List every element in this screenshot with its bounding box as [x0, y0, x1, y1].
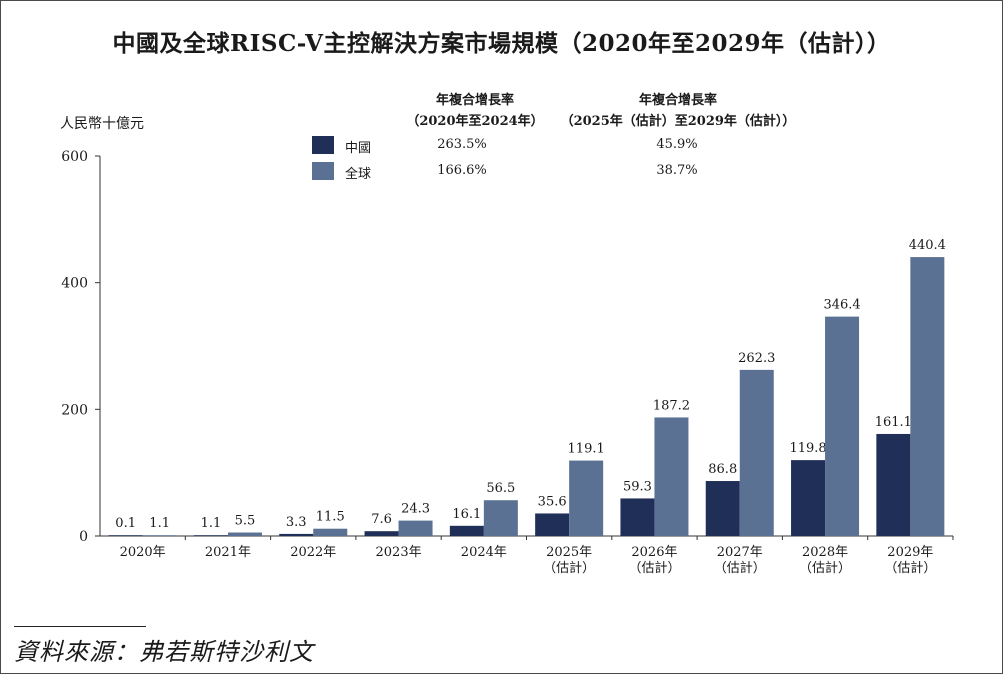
bar-global [142, 535, 177, 536]
legend-swatch-global [312, 162, 334, 180]
bar-global [398, 520, 433, 536]
legend-cagr1-global: 166.6% [437, 163, 487, 178]
legend-cagr2-china: 45.9% [656, 137, 698, 152]
data-label-global: 1.1 [149, 516, 170, 531]
y-axis-unit-label: 人民幣十億元 [60, 116, 144, 132]
bar-china [535, 513, 570, 536]
bar-china [364, 531, 399, 536]
x-tick-label: 2027年 [717, 545, 763, 560]
data-label-global: 187.2 [653, 398, 690, 413]
data-label-china: 0.1 [115, 516, 136, 531]
source-divider [14, 626, 146, 627]
x-tick-label: （估計） [884, 560, 936, 576]
legend-label-global: 全球 [345, 167, 372, 182]
bar-global [739, 369, 774, 536]
x-tick-label: 2026年 [631, 545, 677, 560]
data-label-global: 56.5 [486, 481, 515, 496]
x-tick-label: 2025年 [546, 545, 592, 560]
legend-label-china: 中國 [345, 141, 372, 156]
bar-global [227, 532, 262, 536]
x-tick-label: （估計） [628, 560, 680, 576]
data-label-china: 35.6 [538, 494, 567, 509]
legend-swatch-china [312, 136, 334, 154]
y-tick-label: 400 [61, 276, 88, 292]
x-tick-label: 2020年 [120, 545, 166, 560]
x-tick-label: （估計） [714, 560, 766, 576]
cagr-header-title: 年複合增長率 [435, 93, 514, 108]
data-label-china: 16.1 [452, 507, 481, 522]
data-label-global: 5.5 [235, 514, 256, 529]
data-label-china: 3.3 [286, 515, 307, 530]
x-tick-label: 2024年 [461, 545, 507, 560]
y-tick-label: 0 [79, 529, 88, 545]
x-tick-label: 2029年 [887, 545, 933, 560]
bar-global [483, 500, 518, 536]
cagr-header-2020-2024: 年複合增長率 （2020年至2024年） [385, 90, 565, 132]
data-label-china: 7.6 [371, 512, 392, 527]
bar-china [449, 525, 484, 536]
x-tick-label: 2028年 [802, 545, 848, 560]
cagr-header-period: （2025年（估計）至2029年（估計）） [560, 114, 796, 129]
data-label-china: 161.1 [875, 415, 912, 430]
y-tick-label: 600 [61, 149, 88, 165]
cagr-header-title: 年複合增長率 [638, 93, 717, 108]
x-tick-label: 2021年 [205, 545, 251, 560]
data-label-china: 119.8 [789, 441, 826, 456]
legend-cagr2-global: 38.7% [656, 163, 698, 178]
cagr-header-period: （2020年至2024年） [406, 114, 544, 129]
bar-china [620, 498, 655, 536]
bar-china [193, 535, 228, 536]
x-tick-label: 2022年 [290, 545, 336, 560]
chart-title: 中國及全球RISC-V主控解決方案市場規模（2020年至2029年（估計）） [112, 30, 891, 57]
legend-cagr1-china: 263.5% [437, 137, 487, 152]
bar-china [791, 460, 826, 536]
x-tick-label: （估計） [799, 560, 851, 576]
data-label-china: 86.8 [708, 462, 737, 477]
bar-global [569, 460, 604, 536]
bar-china [876, 433, 911, 536]
bar-china [108, 535, 143, 536]
data-label-global: 24.3 [401, 502, 430, 517]
y-tick-label: 200 [61, 402, 88, 418]
data-label-china: 59.3 [623, 479, 652, 494]
data-label-global: 262.3 [738, 351, 775, 366]
cagr-header-2025-2029: 年複合增長率 （2025年（估計）至2029年（估計）） [548, 90, 808, 132]
bar-china [279, 533, 314, 536]
data-label-global: 440.4 [909, 238, 946, 253]
bar-global [654, 417, 689, 536]
bar-global [825, 316, 860, 536]
bar-china [705, 481, 740, 536]
data-label-global: 11.5 [316, 510, 345, 525]
bar-global [910, 257, 945, 536]
data-label-global: 119.1 [568, 442, 605, 457]
bar-global [313, 528, 348, 536]
data-label-global: 346.4 [823, 298, 860, 313]
x-tick-label: （估計） [543, 560, 595, 576]
data-label-china: 1.1 [201, 516, 222, 531]
source-note: 資料來源：弗若斯特沙利文 [14, 638, 314, 666]
x-tick-label: 2023年 [376, 545, 422, 560]
